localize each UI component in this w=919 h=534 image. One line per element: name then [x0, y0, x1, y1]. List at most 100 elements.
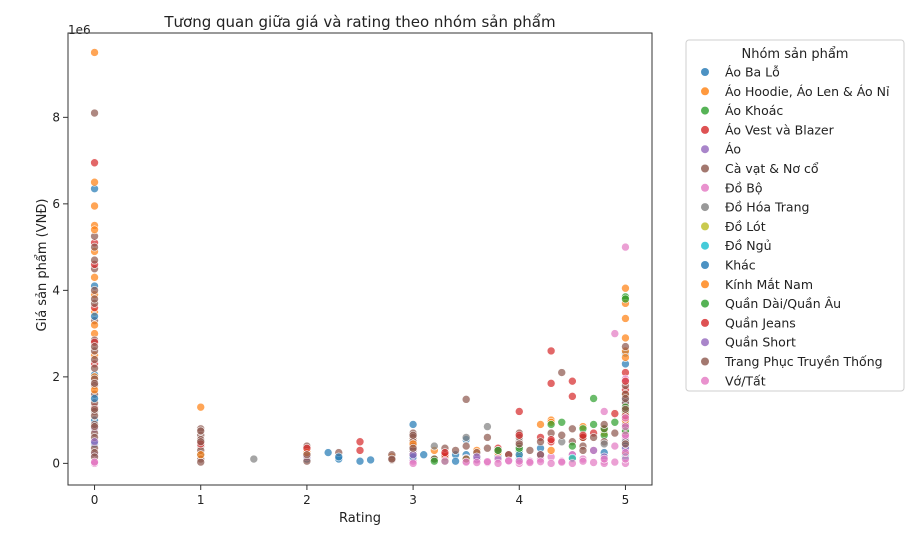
legend-item[interactable]: Đồ Hóa Trang [701, 200, 809, 215]
data-point [249, 454, 259, 464]
data-point [546, 420, 556, 429]
legend-label: Áo [725, 142, 741, 157]
legend-item[interactable]: Đồ Bộ [701, 180, 763, 195]
data-point [196, 402, 206, 412]
data-point [440, 448, 450, 457]
legend-marker [701, 183, 709, 192]
legend-marker [701, 125, 709, 134]
legend-item[interactable]: Áo Ba Lỗ [701, 65, 780, 80]
x-tick-label: 4 [515, 493, 523, 507]
x-axis-label: Rating [339, 511, 381, 526]
data-point [536, 437, 545, 447]
data-point [557, 457, 567, 467]
legend-label: Áo Khoác [725, 103, 783, 118]
data-point [568, 424, 577, 434]
data-point [514, 407, 524, 416]
data-point [546, 435, 556, 444]
data-point [430, 456, 439, 466]
legend-marker [701, 222, 709, 231]
legend-item[interactable]: Quần Short [701, 335, 796, 350]
data-point [408, 459, 418, 468]
data-point [472, 458, 482, 467]
legend-label: Đồ Lót [725, 219, 766, 234]
chart-title: Tương quan giữa giá và rating theo nhóm … [163, 13, 555, 31]
legend-label: Đồ Ngủ [725, 238, 772, 253]
legend-item[interactable]: Áo Hoodie, Áo Len & Áo Nỉ [701, 84, 890, 99]
data-point [430, 441, 439, 451]
legend-item[interactable]: Áo [701, 142, 741, 157]
data-point [621, 294, 630, 304]
y-tick-label: 8 [52, 110, 60, 124]
data-point [610, 457, 620, 467]
legend-marker [701, 318, 709, 327]
data-point [355, 446, 365, 455]
data-point [621, 342, 630, 351]
data-point [461, 441, 471, 451]
legend-label: Khác [725, 258, 756, 273]
data-point [90, 294, 99, 304]
legend-label: Trang Phục Truyền Thống [724, 354, 883, 369]
data-point [90, 225, 99, 235]
legend-item[interactable]: Trang Phục Truyền Thống [701, 354, 883, 369]
x-tick-label: 3 [409, 493, 417, 507]
data-point [90, 363, 99, 373]
data-point [355, 437, 365, 447]
data-point [568, 441, 577, 451]
data-point [568, 392, 577, 401]
data-point [610, 428, 620, 438]
data-point [355, 456, 365, 466]
data-point [610, 417, 620, 427]
plot-frame [67, 32, 653, 486]
series-3 [90, 158, 630, 460]
legend-item[interactable]: Kính Mắt Nam [701, 277, 813, 292]
legend-label: Áo Vest và Blazer [725, 122, 835, 137]
series-7 [249, 420, 630, 464]
data-point [90, 355, 99, 364]
legend-item[interactable]: Quần Jeans [701, 315, 796, 330]
data-point [493, 446, 503, 455]
data-point [599, 439, 609, 449]
legend-item[interactable]: Cà vạt & Nơ cổ [701, 161, 819, 176]
legend-item[interactable]: Quần Dài/Quần Âu [701, 296, 841, 311]
data-point [483, 422, 492, 431]
legend-label: Đồ Bộ [725, 180, 763, 195]
legend-marker [701, 68, 709, 76]
series-12 [430, 294, 630, 466]
legend-marker [701, 203, 709, 212]
data-point [557, 417, 567, 427]
data-point [493, 459, 503, 468]
legend-item[interactable]: Áo Khoác [701, 103, 783, 118]
legend[interactable]: Nhóm sản phẩm Áo Ba Lỗ Áo Hoodie, Áo Len … [685, 39, 905, 392]
data-point [196, 457, 206, 467]
legend-label: Đồ Hóa Trang [725, 200, 809, 215]
series-15 [90, 255, 630, 464]
data-point [568, 459, 577, 468]
data-point [610, 441, 620, 451]
y-tick-label: 4 [52, 283, 60, 297]
legend-marker [701, 280, 709, 289]
series-5 [90, 108, 630, 467]
legend-item[interactable]: Áo Vest và Blazer [701, 122, 835, 137]
legend-item[interactable]: Vớ/Tất [701, 373, 766, 388]
data-point [408, 443, 418, 453]
data-point [196, 426, 206, 436]
data-point [621, 394, 630, 403]
series-2 [430, 292, 630, 466]
y-tick-label: 0 [52, 456, 60, 470]
legend-item[interactable]: Đồ Ngủ [701, 238, 772, 253]
data-point [578, 446, 588, 455]
data-point [408, 430, 418, 440]
legend-marker [701, 106, 709, 115]
legend-frame [685, 39, 905, 392]
data-point [514, 430, 524, 440]
data-point [90, 286, 99, 295]
legend-item[interactable]: Đồ Lót [701, 219, 766, 234]
data-point [621, 314, 630, 323]
data-point [504, 456, 513, 466]
legend-marker [701, 145, 709, 154]
data-point [90, 312, 99, 321]
data-point [610, 409, 620, 418]
legend-item[interactable]: Khác [701, 258, 756, 273]
y-axis-ticks: 0 2 4 6 8 [52, 110, 68, 470]
